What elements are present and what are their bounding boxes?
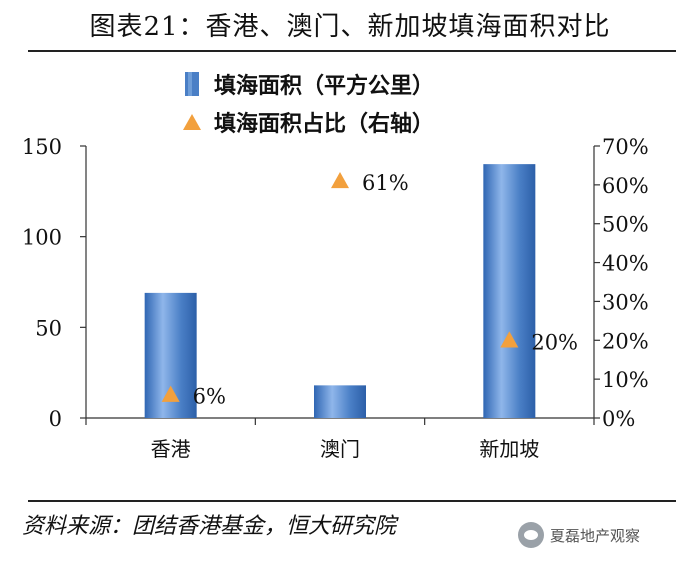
share-data-label: 20% xyxy=(531,330,578,354)
x-tick-label: 澳门 xyxy=(320,437,360,461)
wechat-icon xyxy=(518,522,544,548)
legend-bar-swatch xyxy=(180,72,204,96)
x-tick-label: 新加坡 xyxy=(479,437,539,461)
y-left-tick-label: 50 xyxy=(35,316,62,340)
watermark-text: 夏磊地产观察 xyxy=(550,526,641,545)
y-right-tick-label: 30% xyxy=(602,290,649,314)
y-right-tick-label: 10% xyxy=(602,368,649,392)
legend-item-share: 填海面积占比（右轴） xyxy=(180,108,435,137)
share-marker-澳门 xyxy=(331,171,349,189)
y-left-tick-label: 150 xyxy=(22,135,62,159)
bar-新加坡 xyxy=(483,164,536,418)
y-left-tick-label: 100 xyxy=(22,226,62,250)
y-right-tick-label: 0% xyxy=(602,407,635,431)
y-right-tick-label: 20% xyxy=(602,329,649,353)
y-right-tick-label: 60% xyxy=(602,174,649,198)
y-right-tick-label: 70% xyxy=(602,135,649,159)
footer-divider xyxy=(28,500,676,502)
chart-title: 图表21：香港、澳门、新加坡填海面积对比 xyxy=(89,12,611,42)
legend-label-share: 填海面积占比（右轴） xyxy=(214,112,435,137)
share-data-label: 6% xyxy=(193,385,226,409)
share-marker-香港 xyxy=(161,385,180,402)
share-marker-新加坡 xyxy=(500,331,519,348)
y-right-tick-label: 50% xyxy=(602,213,649,237)
watermark: 夏磊地产观察 xyxy=(518,522,640,548)
y-left-tick-label: 0 xyxy=(49,407,62,431)
legend-item-area: 填海面积（平方公里） xyxy=(180,70,435,99)
x-tick-label: 香港 xyxy=(151,437,191,461)
chart-plot: 0 50 100 150 0% 10% 20% 30% 40% 50% 60% 70% 香港 澳门 新加坡 6… xyxy=(22,135,649,461)
title-divider xyxy=(28,50,676,52)
y-right-tick-label: 40% xyxy=(602,252,649,276)
bar-澳门 xyxy=(314,385,366,418)
share-data-label: 61% xyxy=(362,171,409,195)
source-note: 资料来源：团结香港基金，恒大研究院 xyxy=(22,514,397,539)
legend-label-area: 填海面积（平方公里） xyxy=(214,74,435,99)
legend-triangle-swatch xyxy=(180,113,204,131)
